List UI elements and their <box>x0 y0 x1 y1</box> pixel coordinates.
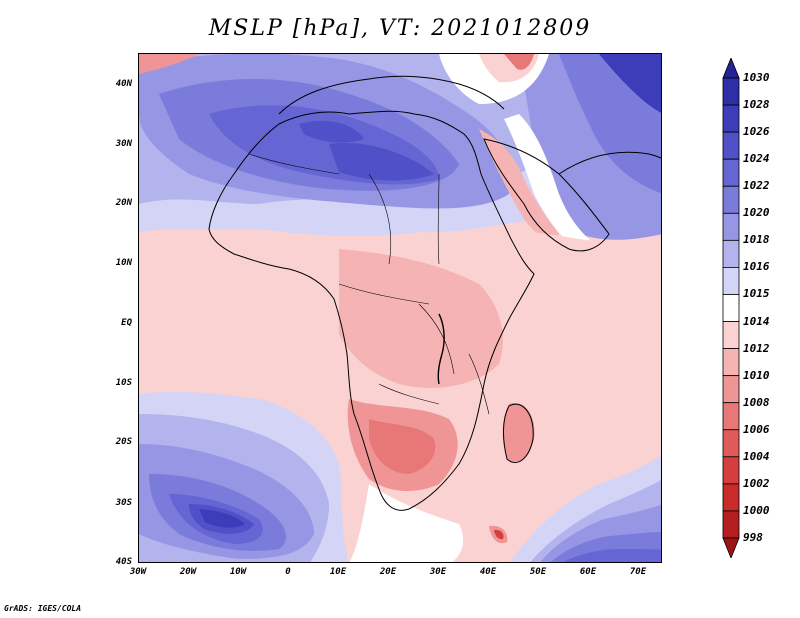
lon-label-40e: 40E <box>468 567 508 577</box>
colorbar-label: 1002 <box>743 477 770 490</box>
colorbar-label: 1026 <box>743 125 770 138</box>
lat-label-30s: 30S <box>96 498 132 508</box>
lat-label-10n: 10N <box>96 258 132 268</box>
colorbar-box <box>723 159 739 186</box>
lat-label-eq: EQ <box>96 318 132 328</box>
colorbar-label: 1000 <box>743 504 770 517</box>
colorbar-box <box>723 403 739 430</box>
lat-label-20n: 20N <box>96 198 132 208</box>
colorbar-label: 1006 <box>743 423 770 436</box>
lon-label-10w: 10W <box>218 567 258 577</box>
lon-label-30w: 30W <box>118 567 158 577</box>
lat-label-40n: 40N <box>96 79 132 89</box>
colorbar-label: 1030 <box>743 71 770 84</box>
colorbar-label: 1004 <box>743 450 770 463</box>
colorbar-box <box>723 105 739 132</box>
grads-credit: GrADS: IGES/COLA <box>4 604 81 613</box>
lon-label-20e: 20E <box>368 567 408 577</box>
colorbar-label: 1012 <box>743 342 770 355</box>
colorbar-label: 1014 <box>743 315 770 328</box>
colorbar-label: 1015 <box>743 287 770 300</box>
lat-label-20s: 20S <box>96 437 132 447</box>
pressure-map <box>139 54 662 563</box>
colorbar-box <box>723 322 739 349</box>
lat-label-10s: 10S <box>96 378 132 388</box>
colorbar-box <box>723 511 739 538</box>
colorbar-label: 1022 <box>743 179 770 192</box>
lon-label-0: 0 <box>268 567 308 577</box>
colorbar-box <box>723 294 739 321</box>
lat-label-30n: 30N <box>96 139 132 149</box>
colorbar-label: 1016 <box>743 260 770 273</box>
colorbar-label: 1010 <box>743 369 770 382</box>
colorbar-box <box>723 349 739 376</box>
colorbar-label: 998 <box>743 531 763 544</box>
colorbar-label: 1020 <box>743 206 770 219</box>
colorbar-top-arrow <box>723 58 739 78</box>
colorbar-label: 1024 <box>743 152 770 165</box>
colorbar-box <box>723 186 739 213</box>
colorbar-box <box>723 213 739 240</box>
colorbar-box <box>723 267 739 294</box>
colorbar-bottom-arrow <box>723 538 739 558</box>
lon-label-10e: 10E <box>318 567 358 577</box>
colorbar-box <box>723 240 739 267</box>
lon-label-50e: 50E <box>518 567 558 577</box>
colorbar-box <box>723 430 739 457</box>
colorbar-label: 1028 <box>743 98 770 111</box>
lon-label-70e: 70E <box>618 567 658 577</box>
colorbar-label: 1008 <box>743 396 770 409</box>
lat-label-40s: 40S <box>96 557 132 567</box>
lon-label-20w: 20W <box>168 567 208 577</box>
colorbar-box <box>723 484 739 511</box>
map-title: MSLP [hPa], VT: 2021012809 <box>0 16 800 41</box>
colorbar-label: 1018 <box>743 233 770 246</box>
colorbar-box <box>723 457 739 484</box>
lon-label-30e: 30E <box>418 567 458 577</box>
pressure-colorbar <box>722 58 740 558</box>
map-plot-area[interactable] <box>138 53 662 563</box>
lon-label-60e: 60E <box>568 567 608 577</box>
colorbar-box <box>723 78 739 105</box>
colorbar-box <box>723 132 739 159</box>
colorbar-box <box>723 376 739 403</box>
